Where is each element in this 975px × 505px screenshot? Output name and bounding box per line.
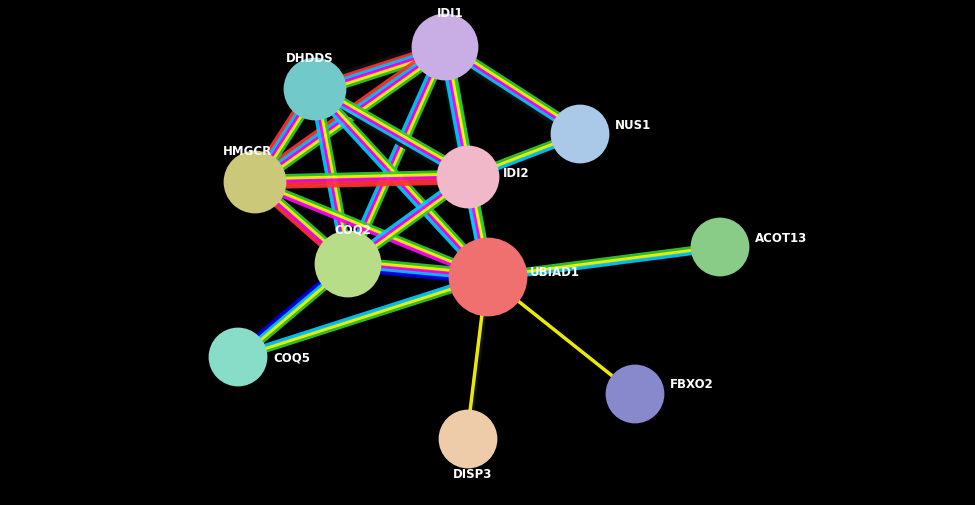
Text: IDI2: IDI2 <box>503 166 529 179</box>
Circle shape <box>413 16 477 80</box>
Text: DISP3: DISP3 <box>453 468 492 481</box>
Text: FBXO2: FBXO2 <box>670 378 714 391</box>
Text: HMGCR: HMGCR <box>222 144 272 157</box>
Text: NUS1: NUS1 <box>615 118 651 131</box>
Circle shape <box>210 329 266 385</box>
Text: COQ2: COQ2 <box>334 223 371 236</box>
Text: UBIAD1: UBIAD1 <box>530 266 580 279</box>
Text: IDI1: IDI1 <box>437 7 463 20</box>
Circle shape <box>552 107 608 163</box>
Text: DHDDS: DHDDS <box>287 52 333 64</box>
Text: COQ5: COQ5 <box>273 351 310 364</box>
Circle shape <box>285 60 345 120</box>
Circle shape <box>450 239 526 316</box>
Text: ACOT13: ACOT13 <box>755 231 807 244</box>
Circle shape <box>225 153 285 213</box>
Circle shape <box>692 220 748 275</box>
Circle shape <box>607 366 663 422</box>
Circle shape <box>440 411 496 467</box>
Circle shape <box>316 232 380 296</box>
Circle shape <box>438 147 498 208</box>
